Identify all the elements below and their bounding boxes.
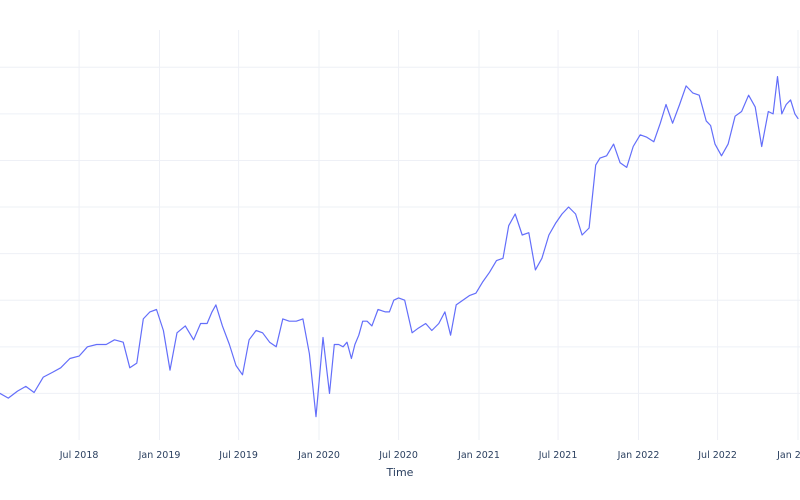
x-tick-label: Jan 2021: [457, 450, 500, 461]
x-tick-label: Jul 2018: [59, 450, 99, 461]
x-tick-label: Jan 2023: [776, 450, 800, 461]
x-axis-ticks: Jul 2018 Jan 2019 Jul 2019 Jan 2020 Jul 2020…: [59, 450, 800, 461]
x-axis-title: Time: [386, 466, 414, 479]
x-tick-label: Jan 2020: [297, 450, 340, 461]
grid: [0, 30, 800, 440]
x-tick-label: Jul 2021: [538, 450, 578, 461]
x-tick-label: Jul 2019: [218, 450, 258, 461]
x-tick-label: Jul 2022: [697, 450, 737, 461]
x-tick-label: Jul 2020: [378, 450, 418, 461]
series-line: [0, 76, 799, 418]
x-tick-label: Jan 2019: [138, 450, 181, 461]
x-tick-label: Jan 2022: [617, 450, 660, 461]
